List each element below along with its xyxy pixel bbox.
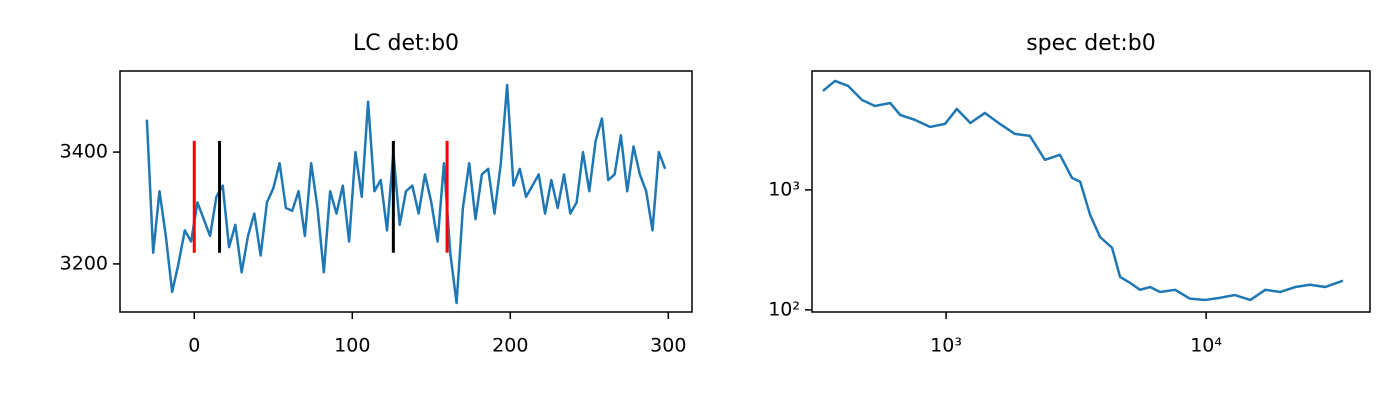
y-tick-label: 3400 [60, 141, 108, 163]
x-tick-label: 10³ [930, 335, 962, 357]
x-tick-label: 0 [188, 335, 200, 357]
y-tick-label: 10² [768, 298, 800, 320]
x-tick-label: 100 [334, 335, 370, 357]
x-tick-label: 200 [492, 335, 528, 357]
x-tick-label: 10⁴ [1190, 335, 1222, 357]
y-tick-label: 3200 [60, 252, 108, 274]
plot-frame [119, 70, 693, 313]
x-tick-label: 300 [650, 335, 686, 357]
y-tick-label: 10³ [768, 178, 800, 200]
chart-title: LC det:b0 [353, 31, 459, 56]
data-line [822, 79, 1344, 302]
plot-frame [811, 70, 1371, 313]
chart-title: spec det:b0 [1026, 31, 1156, 56]
data-line [145, 83, 667, 305]
